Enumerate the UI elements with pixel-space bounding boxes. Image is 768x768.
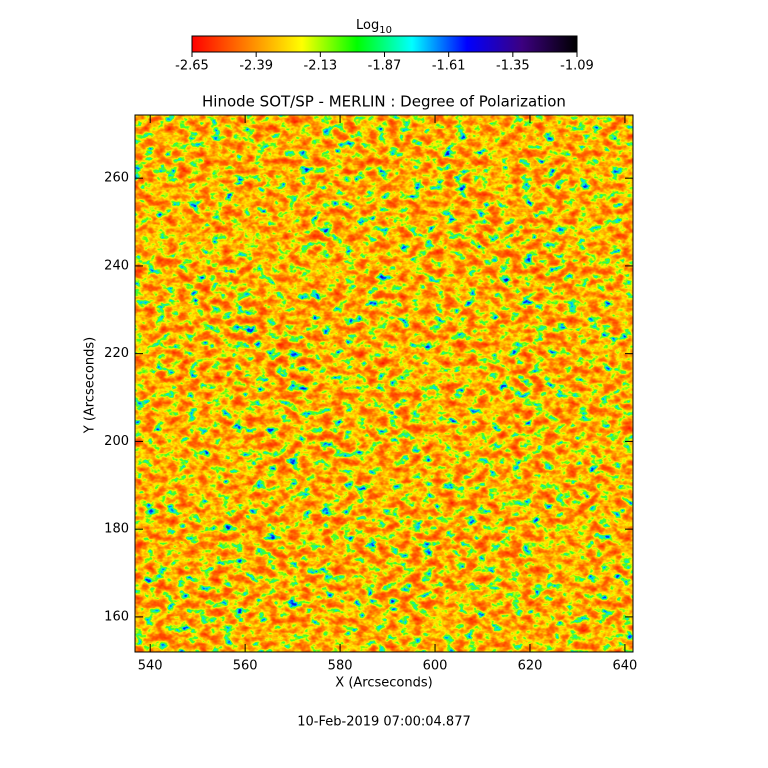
y-tick-label: 160 — [104, 609, 129, 624]
colorbar-tick-label: -1.61 — [432, 59, 466, 74]
y-tick-label: 260 — [104, 171, 129, 186]
x-tick-label: 640 — [613, 659, 638, 674]
colorbar-label-subscript: 10 — [379, 25, 392, 36]
x-tick-label: 620 — [518, 659, 543, 674]
colorbar-tick-label: -2.39 — [239, 59, 273, 74]
y-tick-label: 200 — [104, 434, 129, 449]
colorbar-tick-label: -1.09 — [560, 59, 594, 74]
x-tick-label: 600 — [423, 659, 448, 674]
colorbar-tick-label: -2.13 — [304, 59, 338, 74]
colorbar-tick-label: -1.35 — [496, 59, 530, 74]
polarization-map — [135, 115, 633, 652]
x-tick-label: 560 — [233, 659, 258, 674]
y-tick-label: 180 — [104, 522, 129, 537]
colorbar — [191, 35, 578, 53]
x-axis-label: X (Arcseconds) — [335, 676, 432, 691]
plot-frame — [134, 114, 634, 653]
colorbar-tick-label: -1.87 — [368, 59, 402, 74]
y-tick-label: 240 — [104, 258, 129, 273]
y-axis-label: Y (Arcseconds) — [83, 337, 98, 434]
x-tick-label: 580 — [328, 659, 353, 674]
x-tick-label: 540 — [138, 659, 163, 674]
y-tick-label: 220 — [104, 346, 129, 361]
colorbar-tick-label: -2.65 — [175, 59, 209, 74]
colorbar-label-text: Log — [356, 18, 379, 33]
footer-date: 10-Feb-2019 07:00:04.877 — [297, 715, 471, 730]
chart-title: Hinode SOT/SP - MERLIN : Degree of Polar… — [202, 93, 566, 111]
colorbar-label: Log10 — [356, 18, 392, 37]
